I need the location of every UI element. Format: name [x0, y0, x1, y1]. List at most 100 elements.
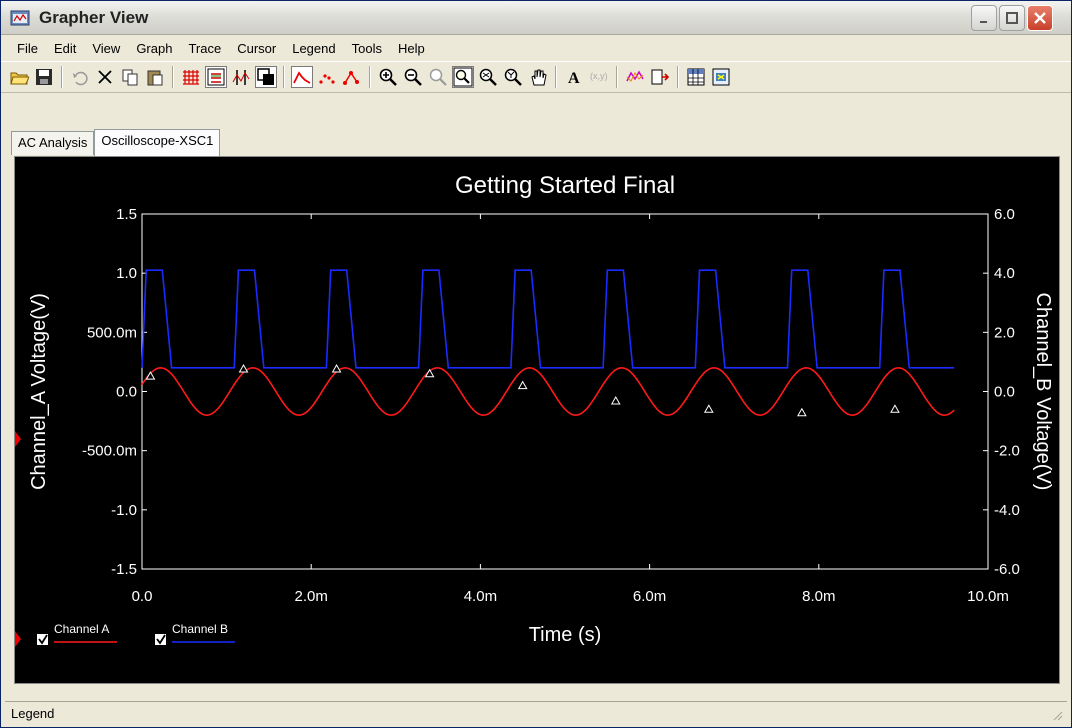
toolbar-separator	[369, 66, 371, 88]
y-tick-label-left: -1.5	[111, 561, 137, 578]
export-excel-icon	[687, 68, 705, 86]
channel-a-marker	[145, 371, 156, 380]
legend-label: Channel A	[54, 622, 109, 636]
dot-line-style-button[interactable]	[341, 66, 363, 88]
line-style-icon	[293, 71, 311, 84]
overlay-button[interactable]	[255, 66, 277, 88]
plot-area[interactable]: Getting Started Final 0.0 2.0m 4.0m 6.0m 8.0m…	[14, 156, 1060, 684]
line-style-button[interactable]	[291, 66, 313, 88]
menu-help[interactable]: Help	[397, 40, 425, 56]
grid-button[interactable]	[180, 66, 202, 88]
svg-text:A: A	[568, 70, 580, 87]
cut-button[interactable]	[94, 66, 116, 88]
export-mathcad-button[interactable]	[710, 66, 732, 88]
copy-button[interactable]	[119, 66, 141, 88]
zoom-in-icon	[379, 68, 397, 86]
zoom-in-button[interactable]	[377, 66, 399, 88]
text-button[interactable]: A	[563, 66, 585, 88]
cursors-button[interactable]	[230, 66, 252, 88]
save-button[interactable]	[33, 66, 55, 88]
export-excel-button[interactable]	[685, 66, 707, 88]
overlay-icon	[257, 68, 274, 85]
menu-tools[interactable]: Tools	[351, 40, 382, 56]
paste-button[interactable]	[144, 66, 166, 88]
channel-a-marker	[238, 364, 249, 373]
channel-a-trace	[141, 366, 955, 417]
zoom-y-button[interactable]	[502, 66, 524, 88]
y-axis-label-left: Channel_A Voltage(V)	[28, 293, 50, 490]
dot-style-icon	[319, 74, 335, 84]
channel-b-trace	[141, 269, 955, 369]
minimize-button[interactable]	[971, 5, 997, 31]
svg-text:(x,y): (x,y)	[590, 71, 608, 81]
legend-label: Channel B	[172, 622, 228, 636]
zoom-area-button[interactable]	[452, 66, 474, 88]
tab-strip: AC Analysis Oscilloscope-XSC1	[11, 129, 221, 156]
trace-props-icon	[626, 70, 644, 82]
legend-toggle-button[interactable]	[205, 66, 227, 88]
legend-check-mark-icon	[38, 634, 48, 645]
tab-oscilloscope-xsc1[interactable]: Oscilloscope-XSC1	[94, 129, 221, 156]
toolbar-separator	[283, 66, 285, 88]
y-tick-label-right: -6.0	[994, 561, 1020, 578]
y-tick-label-left: 0.0	[116, 384, 137, 401]
x-tick-label: 4.0m	[464, 588, 497, 605]
zoom-area-icon	[453, 67, 473, 87]
y-tick-label-right: -4.0	[994, 502, 1020, 519]
maximize-button[interactable]	[999, 5, 1025, 31]
channel-a-marker	[424, 368, 435, 378]
x-tick-label: 2.0m	[295, 588, 328, 605]
zoom-reset-button[interactable]	[427, 66, 449, 88]
y-tick-label-right: 6.0	[994, 206, 1015, 223]
menu-graph[interactable]: Graph	[136, 40, 173, 56]
dot-style-button[interactable]	[316, 66, 338, 88]
plot-frame	[141, 213, 989, 570]
x-tick-label: 0.0	[132, 588, 153, 605]
left-cursor-indicator-icon	[15, 431, 21, 447]
channel-a-marker	[331, 364, 342, 373]
chart: Getting Started Final 0.0 2.0m 4.0m 6.0m 8.0m…	[15, 172, 1054, 647]
zoom-out-button[interactable]	[402, 66, 424, 88]
title-bar[interactable]: Grapher View	[1, 1, 1071, 35]
menu-legend[interactable]: Legend	[292, 40, 336, 56]
x-tick-label: 6.0m	[633, 588, 666, 605]
pan-hand-button[interactable]	[527, 66, 549, 88]
zoom-y-icon	[504, 68, 522, 86]
zoom-x-button[interactable]	[477, 66, 499, 88]
y-tick-label-left: -1.0	[111, 502, 137, 519]
label-button[interactable]: (x,y)	[588, 66, 610, 88]
menu-bar: File Edit View Graph Trace Cursor Legend Tools H…	[1, 36, 1071, 60]
zoom-x-icon	[479, 68, 497, 86]
y-tick-label-right: 0.0	[994, 384, 1015, 401]
paste-icon	[147, 70, 163, 86]
zoom-out-icon	[404, 68, 422, 86]
close-button[interactable]	[1027, 5, 1053, 31]
export-mathcad-icon	[712, 68, 730, 86]
zoom-reset-icon	[429, 68, 447, 86]
y-tick-label-left: 1.5	[116, 206, 137, 223]
trace-props-button[interactable]	[624, 66, 646, 88]
resize-grip-icon[interactable]	[1051, 709, 1063, 721]
menu-cursor[interactable]: Cursor	[237, 40, 277, 56]
undo-button[interactable]	[69, 66, 91, 88]
menu-edit[interactable]: Edit	[53, 40, 77, 56]
x-tick-label: 10.0m	[967, 588, 1009, 605]
export-icon	[651, 69, 670, 85]
status-text: Legend	[11, 706, 55, 721]
text-icon: A	[568, 70, 580, 87]
legend-toggle-icon	[207, 68, 225, 86]
channel-a-marker	[610, 395, 621, 405]
menu-trace[interactable]: Trace	[188, 40, 222, 56]
grid-icon	[183, 70, 199, 85]
menu-file[interactable]: File	[17, 40, 38, 56]
label-icon: (x,y)	[590, 71, 608, 81]
app-icon	[10, 10, 30, 26]
menu-view[interactable]: View	[92, 40, 121, 56]
export-button[interactable]	[649, 66, 671, 88]
y-tick-label-left: 500.0m	[87, 324, 137, 341]
y-tick-label-right: 2.0	[994, 324, 1015, 341]
open-button[interactable]	[8, 66, 30, 88]
channel-a-marker	[517, 380, 528, 390]
tab-ac-analysis[interactable]: AC Analysis	[11, 131, 95, 155]
